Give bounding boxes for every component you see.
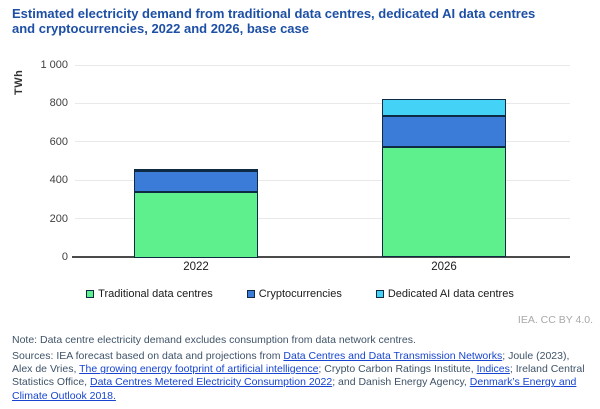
chart-legend: Traditional data centres Cryptocurrencies… xyxy=(0,288,600,300)
x-axis-line xyxy=(72,256,570,258)
legend-item-traditional-data-centres: Traditional data centres xyxy=(86,288,213,300)
legend-swatch-icon xyxy=(246,290,255,298)
legend-item-dedicated-ai-data-centres: Dedicated AI data centres xyxy=(375,288,514,300)
sources-text: Sources: IEA forecast based on data and … xyxy=(12,350,590,403)
chart-title-line2: and cryptocurrencies, 2022 and 2026, bas… xyxy=(12,21,310,36)
y-tick-label-0: 0 xyxy=(61,251,68,263)
legend-item-cryptocurrencies: Cryptocurrencies xyxy=(246,288,342,300)
source-text: ; and Danish Energy Agency, xyxy=(332,376,470,389)
source-link[interactable]: Data Centres and Data Transmission Netwo… xyxy=(283,350,503,362)
bar-2022 xyxy=(134,168,258,259)
bar-segment-2022-cryptocurrencies xyxy=(134,170,258,192)
gridline-200 xyxy=(75,218,570,220)
legend-label: Cryptocurrencies xyxy=(258,288,342,300)
source-text: ; Crypto Carbon Ratings Institute, xyxy=(318,363,477,376)
y-tick-label-600: 600 xyxy=(49,135,68,148)
source-text: ; Joule (2023), Alex de Vries, xyxy=(12,350,570,376)
source-link[interactable]: The growing energy footprint of artifici… xyxy=(79,363,319,376)
legend-swatch-icon xyxy=(375,290,384,298)
source-text: Sources: IEA forecast based on data and … xyxy=(12,350,284,362)
legend-swatch-icon xyxy=(86,290,95,298)
gridline-1000 xyxy=(75,64,570,66)
y-tick-label-800: 800 xyxy=(49,97,68,110)
chart-title-line1: Estimated electricity demand from tradit… xyxy=(12,6,536,21)
x-tick-label-2026: 2026 xyxy=(431,261,457,273)
y-tick-label-200: 200 xyxy=(49,212,68,225)
bar-segment-2022-traditional-data-centres xyxy=(134,191,258,259)
legend-label: Traditional data centres xyxy=(98,288,213,300)
y-tick-label-400: 400 xyxy=(49,174,68,187)
bar-2026 xyxy=(382,98,506,257)
bar-segment-2026-traditional-data-centres xyxy=(382,146,506,257)
source-text: ; Ireland Central Statistics Office, xyxy=(12,363,585,389)
note-text: Note: Data centre electricity demand exc… xyxy=(12,334,416,346)
source-link[interactable]: Indices xyxy=(476,363,510,376)
gridline-600 xyxy=(75,141,570,143)
bar-segment-2026-dedicated-ai-data-centres xyxy=(382,98,506,116)
gridline-800 xyxy=(75,102,570,104)
y-tick-label-1000: 1 000 xyxy=(40,59,68,71)
source-link[interactable]: Denmark’s Energy and Climate Outlook 201… xyxy=(12,376,577,402)
legend-label: Dedicated AI data centres xyxy=(387,288,514,300)
source-link[interactable]: Data Centres Metered Electricity Consump… xyxy=(90,376,333,389)
license-attribution: IEA. CC BY 4.0. xyxy=(517,314,593,326)
bar-segment-2026-cryptocurrencies xyxy=(382,115,506,147)
x-tick-label-2022: 2022 xyxy=(183,261,209,273)
gridline-400 xyxy=(75,179,570,181)
chart-title: Estimated electricity demand from tradit… xyxy=(12,6,588,36)
bar-segment-2022-dedicated-ai-data-centres xyxy=(134,168,258,171)
y-axis-unit-label: TWh xyxy=(13,69,25,95)
